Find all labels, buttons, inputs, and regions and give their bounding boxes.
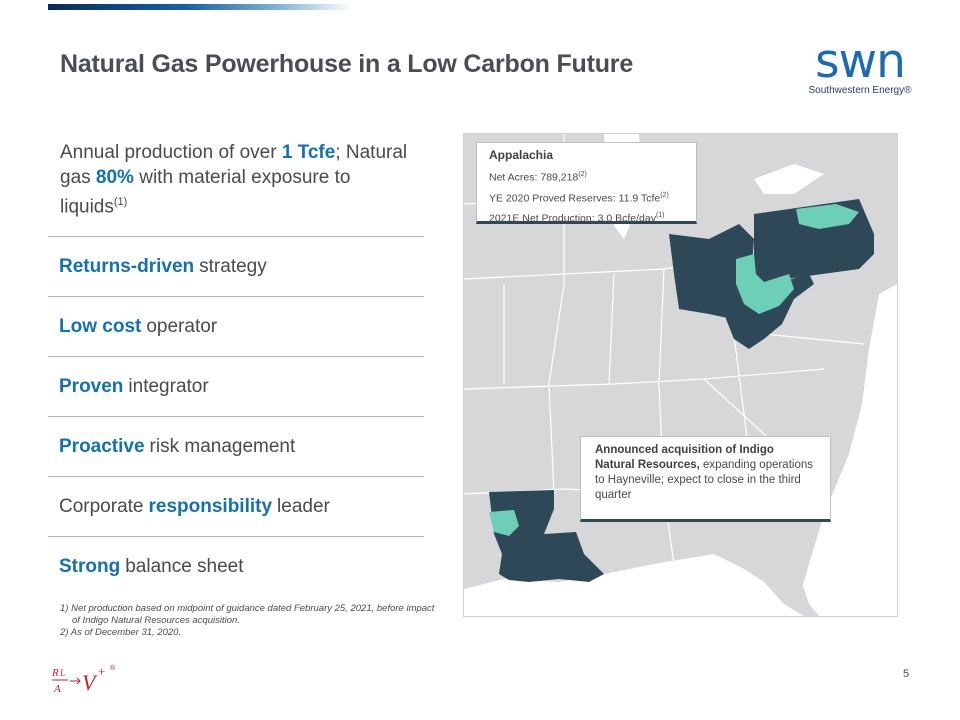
- top-accent-bar: [48, 4, 353, 10]
- production-value: 2021E Net Production: 3.0 Bcfe/day: [489, 212, 656, 225]
- intro-highlight-percent: 80%: [95, 167, 134, 188]
- reserves-ref: (2): [660, 191, 669, 199]
- production-ref: (1): [655, 212, 665, 219]
- pillar-returns-driven: Returns-driven strategy: [48, 236, 424, 296]
- pillar-responsibility: Corporate responsibility leader: [48, 476, 424, 536]
- intro-part1: Annual production of over: [60, 142, 282, 163]
- production-row: 2021E Net Production: 3.0 Bcfe/day(1): [489, 207, 684, 228]
- arrow-icon: [70, 677, 81, 685]
- net-acres-ref: (2): [578, 171, 587, 178]
- net-acres-row: Net Acres: 789,218(2): [489, 166, 684, 187]
- pillar-proven: Proven integrator: [48, 356, 424, 416]
- pillar-text: balance sheet: [125, 555, 244, 577]
- footnote-1: 1) Net production based on midpoint of g…: [60, 603, 435, 626]
- pillar-text: strategy: [199, 255, 267, 277]
- intro-highlight-tcfe: 1 Tcfe: [281, 142, 336, 163]
- swn-logo: swn Southwestern Energy®: [805, 34, 915, 96]
- logo-plus: +: [98, 664, 105, 679]
- reserves-row: YE 2020 Proved Reserves: 11.9 Tcfe(2): [489, 187, 684, 208]
- culture-logo-svg: R L A V + ®: [51, 664, 116, 695]
- footnotes: 1) Net production based on midpoint of g…: [60, 603, 440, 639]
- logo-v: V: [82, 670, 98, 695]
- pillar-low-cost: Low cost operator: [48, 296, 424, 356]
- pillar-strong: Strong balance sheet: [48, 536, 424, 596]
- intro-part3: with material exposure to liquids: [60, 167, 351, 218]
- reserves-value: YE 2020 Proved Reserves: 11.9 Tcfe: [489, 192, 661, 204]
- footnote-2: 2) As of December 31, 2020.: [60, 627, 182, 638]
- pillar-highlight: Proven: [59, 375, 124, 397]
- logo-tagline: Southwestern Energy®: [808, 85, 912, 96]
- logo-registered: ®: [110, 664, 116, 672]
- strategy-pillars-list: Returns-driven strategy Low cost operator …: [48, 236, 424, 596]
- page-title: Natural Gas Powerhouse in a Low Carbon F…: [60, 50, 634, 78]
- pillar-highlight: Low cost: [59, 315, 142, 337]
- intro-footnote-ref: (1): [113, 196, 128, 208]
- louisiana-state: [489, 490, 604, 582]
- pillar-proactive: Proactive risk management: [48, 416, 424, 476]
- pillar-text: integrator: [128, 375, 209, 397]
- appalachia-title: Appalachia: [489, 148, 554, 162]
- logo-l: L: [59, 668, 65, 678]
- indigo-text: expanding operations to Hayneville; expe…: [595, 459, 813, 501]
- pillar-highlight: Returns-driven: [59, 255, 195, 277]
- pillar-highlight: Strong: [59, 555, 121, 577]
- appalachia-callout: Appalachia Net Acres: 789,218(2) YE 2020…: [476, 142, 697, 225]
- gulf-of-mexico: [464, 554, 809, 616]
- logo-wordmark: swn: [815, 34, 906, 89]
- intro-statement: Annual production of over 1 Tcfe; Natura…: [60, 140, 410, 219]
- pillar-highlight: Proactive: [59, 435, 145, 457]
- logo-a: A: [53, 683, 61, 695]
- indigo-callout: Announced acquisition of Indigo Natural …: [580, 436, 831, 522]
- lake-erie: [754, 164, 824, 194]
- intro-part2: ; Natural gas: [60, 142, 408, 188]
- pillar-text-before: Corporate: [59, 495, 144, 517]
- atlantic-ocean: [794, 284, 897, 616]
- pillar-text: risk management: [149, 435, 296, 457]
- florida: [714, 552, 819, 616]
- page-number: 5: [903, 668, 910, 680]
- logo-r: R: [51, 667, 59, 679]
- pillar-highlight: responsibility: [148, 495, 273, 517]
- haynesville-acreage: [489, 510, 519, 536]
- net-acres-value: Net Acres: 789,218: [489, 171, 579, 184]
- pillar-text: leader: [277, 495, 330, 517]
- culture-logo: R L A V + ®: [50, 662, 122, 703]
- wv-acreage: [736, 254, 794, 314]
- pillar-text: operator: [146, 315, 218, 337]
- indigo-headline: Announced acquisition of Indigo Natural …: [595, 444, 774, 471]
- pa-acreage: [796, 204, 859, 229]
